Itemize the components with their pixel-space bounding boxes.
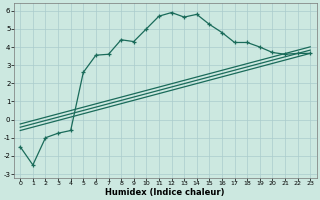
X-axis label: Humidex (Indice chaleur): Humidex (Indice chaleur) [106,188,225,197]
